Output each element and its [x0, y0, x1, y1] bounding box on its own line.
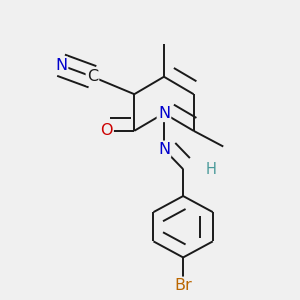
- Text: N: N: [55, 58, 67, 73]
- Text: C: C: [87, 69, 98, 84]
- Text: N: N: [158, 106, 170, 121]
- Text: O: O: [100, 123, 112, 138]
- Text: N: N: [158, 142, 170, 157]
- Text: Br: Br: [174, 278, 192, 293]
- Text: H: H: [206, 162, 217, 177]
